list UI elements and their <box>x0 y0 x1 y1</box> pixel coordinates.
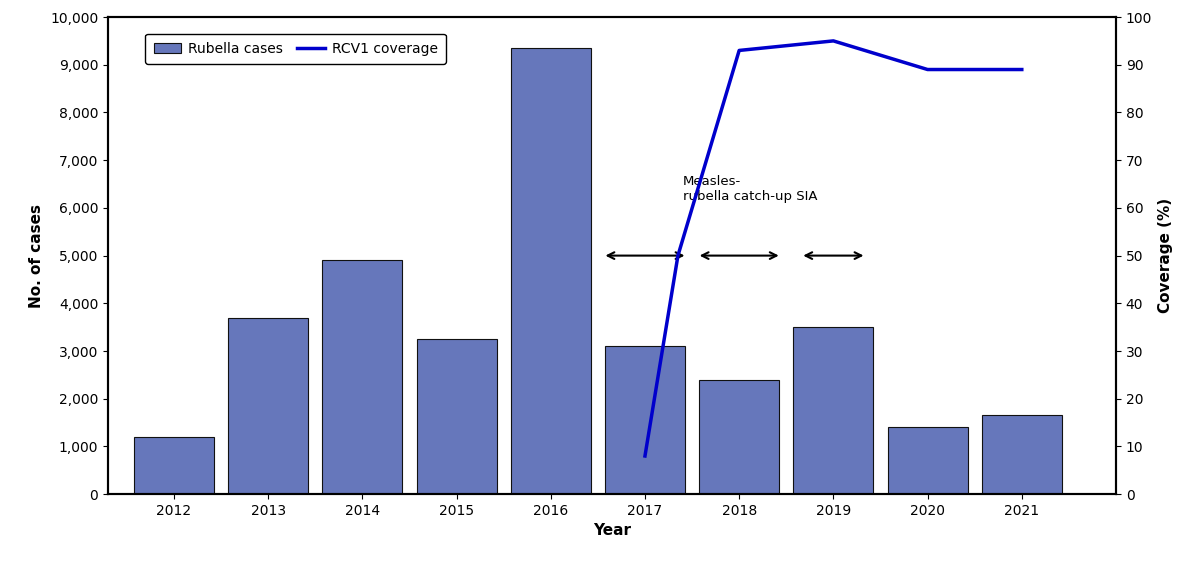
Bar <box>982 415 1062 494</box>
X-axis label: Year: Year <box>593 524 631 538</box>
Bar <box>700 379 779 494</box>
Bar <box>134 437 214 494</box>
Bar <box>228 318 308 494</box>
Bar <box>605 346 685 494</box>
Bar <box>323 260 402 494</box>
Bar <box>793 327 874 494</box>
Text: Measles-
rubella catch-up SIA: Measles- rubella catch-up SIA <box>683 175 817 203</box>
Y-axis label: Coverage (%): Coverage (%) <box>1158 198 1172 313</box>
Y-axis label: No. of cases: No. of cases <box>30 203 44 308</box>
Legend: Rubella cases, RCV1 coverage: Rubella cases, RCV1 coverage <box>145 34 446 64</box>
Bar <box>888 427 967 494</box>
Bar <box>416 339 497 494</box>
Bar <box>511 48 590 494</box>
